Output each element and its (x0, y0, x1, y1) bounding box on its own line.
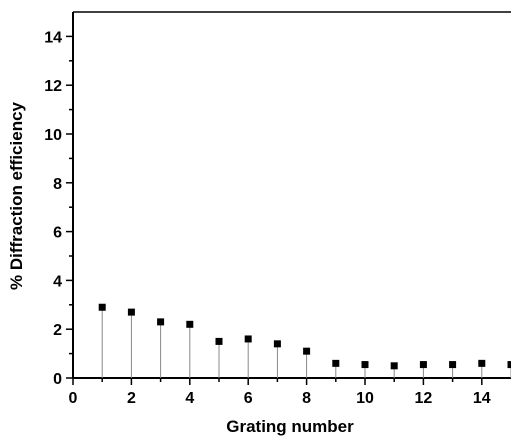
x-tick-label: 14 (473, 390, 491, 407)
data-point (419, 361, 427, 369)
y-tick-label: 10 (44, 127, 62, 144)
x-tick-label: 4 (185, 390, 194, 407)
x-tick-label: 8 (302, 390, 311, 407)
plot-area: 0 2 4 6 8 10 12 14 0 2 4 6 8 10 12 14 (44, 11, 511, 407)
y-tick-label: 14 (44, 29, 62, 46)
data-point (390, 362, 398, 370)
x-tick-label: 0 (69, 390, 78, 407)
data-point (478, 359, 486, 367)
y-tick-label: 0 (53, 371, 62, 388)
data-point (332, 359, 340, 367)
y-tick-label: 6 (53, 225, 62, 242)
x-tick-label: 10 (356, 390, 374, 407)
y-tick-label: 8 (53, 176, 62, 193)
x-tick-label: 6 (244, 390, 253, 407)
y-tick-label: 4 (53, 273, 62, 290)
y-tick-label: 12 (44, 78, 62, 95)
data-point (186, 320, 194, 328)
x-axis-title: Grating number (226, 417, 354, 436)
x-tick-label: 12 (415, 390, 433, 407)
data-point (303, 347, 311, 355)
y-axis-title: % Diffraction efficiency (7, 101, 26, 290)
data-point (98, 303, 106, 311)
data-point (449, 361, 457, 369)
y-tick-label: 2 (53, 322, 62, 339)
data-point (507, 361, 511, 369)
data-point (361, 361, 369, 369)
x-tick-label: 2 (127, 390, 136, 407)
data-point (127, 308, 135, 316)
data-point (244, 335, 252, 343)
data-point (273, 340, 281, 348)
data-point (215, 337, 223, 345)
data-point (157, 318, 165, 326)
